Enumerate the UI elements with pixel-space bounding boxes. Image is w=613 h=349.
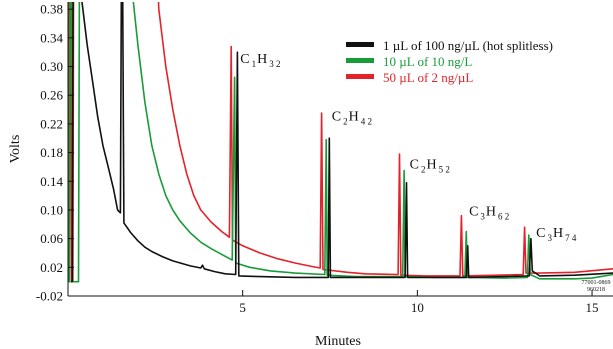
y-tick-label-4: 0.14 [40,174,63,189]
legend-label-0: 1 µL of 100 ng/µL (hot splitless) [383,38,553,53]
y-tick-label-1: 0.02 [40,260,63,275]
legend-label-2: 50 µL of 2 ng/µL [383,70,473,85]
y-tick-label-8: 0.30 [40,59,63,74]
legend-swatch-1 [346,58,374,63]
peak-label-1: C 2H 4 2 [332,109,372,126]
y-tick-label-5: 0.18 [40,145,63,160]
y-tick-label-6: 0.22 [40,116,63,131]
legend: 1 µL of 100 ng/µL (hot splitless)10 µL o… [346,38,553,85]
peak-label-2: C 2H 5 2 [410,157,450,174]
y-tick-label-2: 0.06 [40,231,63,246]
footnote-line-0: 77001-0869 [582,280,611,286]
axes: -0.02 0.02 0.06 0.10 0.14 0.18 0.22 0.26 0.30 0.3… [36,2,613,315]
y-tick-label-0: -0.02 [36,289,63,304]
x-tick-label-2: 15 [586,300,599,315]
x-tick-label-1: 10 [411,300,424,315]
y-tick-label-10: 0.38 [40,2,63,17]
series-line-2 [68,2,613,283]
footnote-line-1: 960218 [587,287,605,293]
y-tick-label-3: 0.10 [40,202,63,217]
x-axis-title: Minutes [315,334,361,349]
series-line-0 [70,2,613,283]
plot-lines [68,2,613,283]
peak-annotations: C 1H 3 2 C 2H 4 2 C 2H 5 2 C 3H 6 2 C 3H 7 4 [240,52,577,243]
x-tick-label-0: 5 [239,300,246,315]
legend-label-1: 10 µL of 10 ng/L [383,54,472,69]
peak-label-4: C 3H 7 4 [536,226,577,243]
y-axis-title: Volts [8,135,23,164]
y-tick-label-7: 0.26 [40,88,63,103]
legend-swatch-2 [346,74,374,79]
peak-label-0: C 1H 3 2 [240,52,280,69]
peak-label-3: C 3H 6 2 [469,205,509,222]
legend-swatch-0 [346,42,374,47]
axis-labels: Minutes Volts [8,135,361,349]
y-tick-label-9: 0.34 [40,30,63,45]
